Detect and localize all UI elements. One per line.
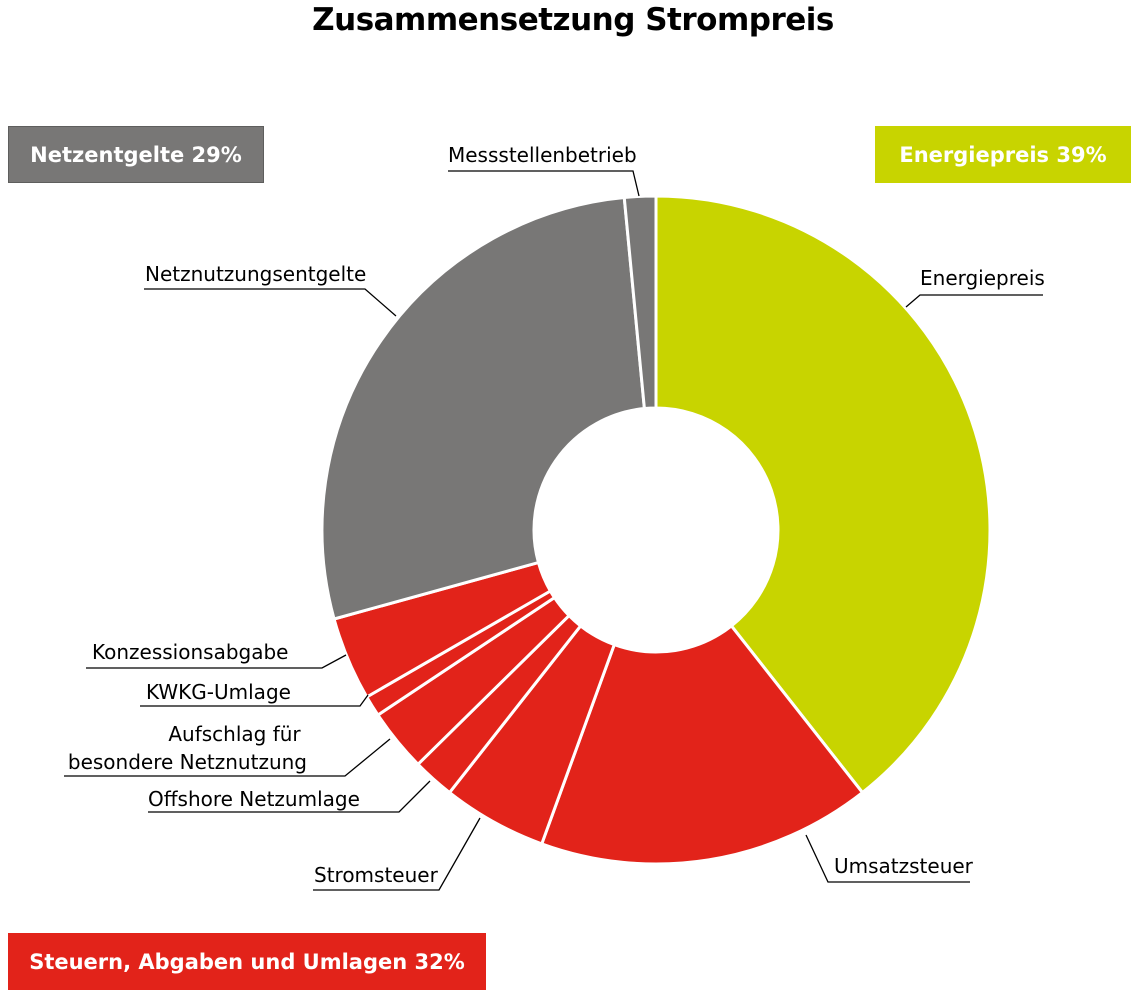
- leader-kwkg: [140, 694, 369, 707]
- leader-umsatzsteuer: [805, 834, 970, 883]
- legend-steuern-abgaben-umlagen: Steuern, Abgaben und Umlagen 32%: [8, 933, 486, 990]
- leader-lines: [64, 170, 1043, 891]
- slice-messstellenbetrieb: [622, 194, 658, 411]
- leader-energiepreis: [905, 294, 1043, 308]
- leader-netznutzungsentgelte: [144, 288, 397, 317]
- legend-energiepreis: Energiepreis 39%: [875, 126, 1131, 183]
- label-stromsteuer: Stromsteuer: [314, 863, 439, 887]
- chart-title: Zusammensetzung Strompreis: [312, 2, 834, 38]
- slice-umsatzsteuer: [539, 623, 865, 866]
- label-konzessionsabgabe: Konzessionsabgabe: [92, 640, 288, 664]
- leader-offshore: [148, 780, 431, 813]
- label-aufschlag-besondere-netznutzung: Aufschlag für besondere Netznutzung: [68, 722, 307, 774]
- leader-stromsteuer: [313, 817, 481, 891]
- label-offshore-netzumlage: Offshore Netzumlage: [148, 787, 360, 811]
- label-netznutzungsentgelte: Netznutzungsentgelte: [145, 262, 366, 286]
- label-messstellenbetrieb: Messstellenbetrieb: [448, 143, 637, 167]
- slice-energiepreis: [654, 194, 992, 795]
- label-energiepreis: Energiepreis: [920, 266, 1045, 290]
- leader-aufschlag: [64, 738, 391, 777]
- donut-slices: [320, 194, 992, 866]
- slice-netznutzungsentgelte: [320, 195, 647, 621]
- leader-messstellenbetrieb: [448, 170, 640, 197]
- label-umsatzsteuer: Umsatzsteuer: [834, 854, 974, 878]
- leader-konzessionsabgabe: [86, 654, 347, 669]
- legend-netzentgelte: Netzentgelte 29%: [8, 126, 264, 183]
- label-kwkg-umlage: KWKG-Umlage: [146, 680, 291, 704]
